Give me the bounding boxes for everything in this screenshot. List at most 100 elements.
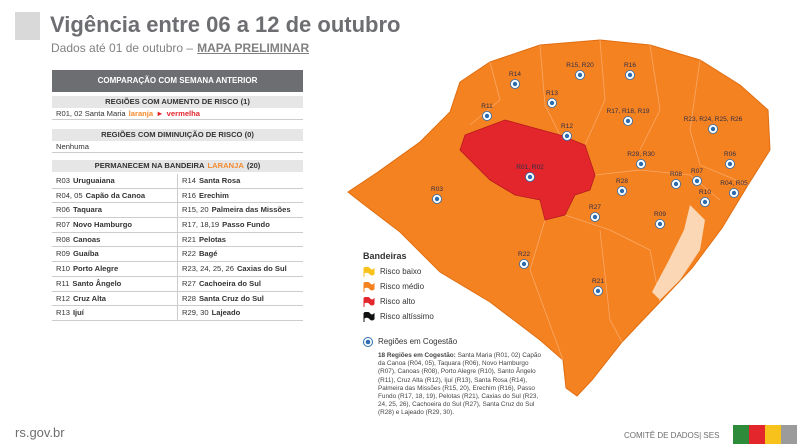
flag-shape (363, 281, 375, 292)
region-label: R29, R30 (627, 151, 655, 158)
legend-label: Risco altíssimo (380, 312, 434, 321)
flag-icon (363, 281, 375, 292)
region-code: R15, 20 (182, 205, 209, 215)
pin-inner (710, 126, 716, 132)
region-code: R11 (56, 278, 70, 288)
region-label: R10 (699, 189, 711, 196)
table-title: COMPARAÇÃO COM SEMANA ANTERIOR (52, 70, 303, 92)
region-code: R10 (56, 264, 70, 274)
region-name: Bagé (198, 249, 218, 259)
region-name: Canoas (72, 234, 101, 244)
remain-text: PERMANECEM NA BANDEIRA (94, 161, 205, 170)
pin-inner (727, 161, 733, 167)
table-cell: R07 Novo Hamburgo (52, 218, 177, 232)
increase-heading: REGIÕES COM AUMENTO DE RISCO (1) (52, 96, 303, 108)
pin-inner (549, 100, 555, 106)
decrease-row: Nenhuma (52, 141, 303, 153)
region-name: Santa Cruz do Sul (198, 293, 264, 303)
flag-icon (363, 311, 375, 322)
region-name: Passo Fundo (222, 220, 270, 230)
legend-item: Risco altíssimo (363, 309, 457, 324)
region-label: R28 (616, 178, 628, 185)
table-cell: R06 Taquara (52, 203, 177, 217)
region-label: R27 (589, 204, 601, 211)
region-label: R04, R05 (720, 180, 748, 187)
region-label: R06 (724, 151, 736, 158)
region-code: R07 (56, 220, 70, 230)
region-code: R29, 30 (182, 308, 209, 318)
region-name: Porto Alegre (72, 264, 119, 274)
pin-inner (577, 72, 583, 78)
region-code: R09 (56, 249, 70, 259)
footer-site: rs.gov.br (15, 425, 65, 440)
to-flag: vermelha (166, 109, 201, 118)
flag-shape (363, 296, 375, 307)
footer-grey (781, 425, 797, 444)
legend-items: Risco baixo Risco médio Risco alto Risco al… (363, 264, 457, 324)
legend: Bandeiras Risco baixo Risco médio Risco al… (363, 251, 457, 349)
pin-inner (638, 161, 644, 167)
flag-shape (363, 311, 375, 322)
footer-red (749, 425, 765, 444)
state-map (347, 39, 771, 397)
table-cell: R10 Porto Alegre (52, 262, 177, 276)
arrow: ► (156, 109, 164, 118)
pin-inner (731, 190, 737, 196)
legend-item: Risco alto (363, 294, 457, 309)
pin-inner (527, 174, 533, 180)
pin-inner (564, 133, 570, 139)
region-name: Lajeado (211, 308, 241, 318)
region-label: R15, R20 (566, 62, 594, 69)
region-code: R12 (56, 293, 70, 303)
region-label: R13 (546, 90, 558, 97)
region-name: Capão da Canoa (85, 190, 146, 200)
legend-item: Risco médio (363, 279, 457, 294)
region-name: Taquara (72, 205, 102, 215)
pin-inner (625, 118, 631, 124)
pin-inner (434, 196, 440, 202)
table-cell: R08 Canoas (52, 233, 177, 247)
pin-inner (673, 181, 679, 187)
region-name: Erechim (198, 190, 229, 200)
remain-count: (20) (246, 161, 261, 170)
region-code: R17, 18,19 (182, 220, 220, 230)
lagoon (652, 205, 705, 300)
region-label: R08 (670, 171, 682, 178)
footer-yellow (765, 425, 781, 444)
pin-icon (363, 336, 373, 347)
region-label: R01, R02 (516, 164, 544, 171)
region-labels: R14 R15, R20 R16 R13 R11 R12 R17, R18, R19 R23,… (431, 62, 748, 296)
region-code: R27 (182, 278, 196, 288)
footer-credit: COMITÊ DE DADOS| SES (624, 431, 720, 440)
region-label: R14 (509, 71, 521, 78)
table-cell: R22 Bagé (177, 247, 303, 262)
table-cell: R04, 05 Capão da Canoa (52, 189, 177, 203)
table-cell: R13 Ijuí (52, 306, 177, 320)
comparison-table: COMPARAÇÃO COM SEMANA ANTERIOR REGIÕES C… (52, 70, 303, 321)
table-row: R03 Uruguaiana R14 Santa Rosa (52, 174, 303, 189)
footer-green (733, 425, 749, 444)
region-name: Novo Hamburgo (72, 220, 133, 230)
table-cell: R11 Santo Ângelo (52, 277, 177, 291)
table-cell: R15, 20 Palmeira das Missões (177, 203, 303, 218)
region-label: R21 (592, 278, 604, 285)
flag-icon (363, 296, 375, 307)
table-row: R11 Santo Ângelo R27 Cachoeira do Sul (52, 276, 303, 292)
table-cell: R21 Pelotas (177, 232, 303, 247)
note-title: 18 Regiões em Cogestão: (378, 352, 456, 359)
region-label: R11 (481, 103, 493, 110)
from-flag: laranja (128, 109, 154, 118)
increase-row: R01, 02 Santa Maria laranja ► vermelha (52, 108, 303, 120)
remain-heading: PERMANECEM NA BANDEIRA LARANJA (20) (52, 160, 303, 172)
region-code: R23, 24, 25, 26 (182, 264, 234, 274)
pin-inner (627, 72, 633, 78)
note-text: Santa Maria (R01, 02) Capão da Canoa (R0… (378, 352, 542, 417)
table-row: R10 Porto Alegre R23, 24, 25, 26 Caxias do … (52, 262, 303, 277)
legend-cogestao: Regiões em Cogestão (363, 334, 457, 349)
region-label: R09 (654, 211, 666, 218)
table-row: R13 Ijuí R29, 30 Lajeado (52, 306, 303, 321)
remain-rows: R03 Uruguaiana R14 Santa Rosa R04, 05 Capão d… (52, 174, 303, 321)
region-code: R22 (182, 249, 196, 259)
